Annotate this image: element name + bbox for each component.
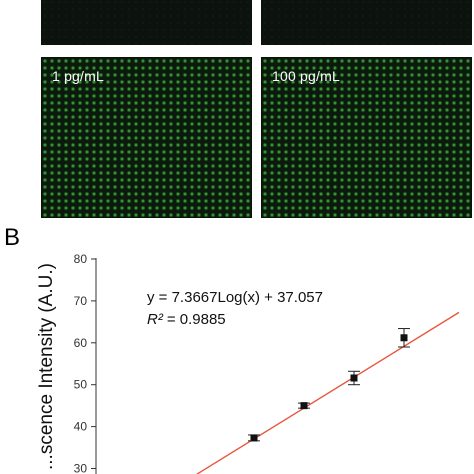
point-marker xyxy=(350,374,358,382)
data-point xyxy=(348,370,360,386)
y-tick-label: 30 xyxy=(74,462,88,474)
panel-label-100pg: 100 pg/mL xyxy=(272,68,340,84)
r-squared-label: R² xyxy=(147,311,164,328)
y-ticks: 30 40 50 60 70 80 xyxy=(74,252,96,474)
r-squared-value: = 0.9885 xyxy=(167,311,226,328)
y-tick-label: 50 xyxy=(74,378,88,392)
data-points xyxy=(248,328,410,442)
r-squared-text: R² = 0.9885 xyxy=(147,311,226,328)
y-tick-label: 80 xyxy=(74,252,88,266)
micrograph-top-left xyxy=(41,0,252,45)
micrograph-1pg: 1 pg/mL xyxy=(41,57,252,218)
micrograph-100pg: 100 pg/mL xyxy=(261,57,472,218)
y-tick-label: 70 xyxy=(74,294,88,308)
fit-equation: y = 7.3667Log(x) + 37.057 xyxy=(147,289,323,306)
y-axis-label: ...scence Intensity (A.U.) xyxy=(36,263,57,470)
point-marker xyxy=(400,334,408,342)
data-point xyxy=(398,328,410,348)
point-marker xyxy=(300,402,308,410)
section-label: B xyxy=(4,224,21,251)
point-marker xyxy=(250,434,258,442)
panel-label-1pg: 1 pg/mL xyxy=(52,68,104,84)
fit-line xyxy=(196,311,460,474)
data-point xyxy=(298,402,310,410)
micrograph-top-right xyxy=(261,0,472,45)
y-tick-label: 40 xyxy=(74,420,88,434)
data-point xyxy=(248,434,260,442)
y-tick-label: 60 xyxy=(74,336,88,350)
